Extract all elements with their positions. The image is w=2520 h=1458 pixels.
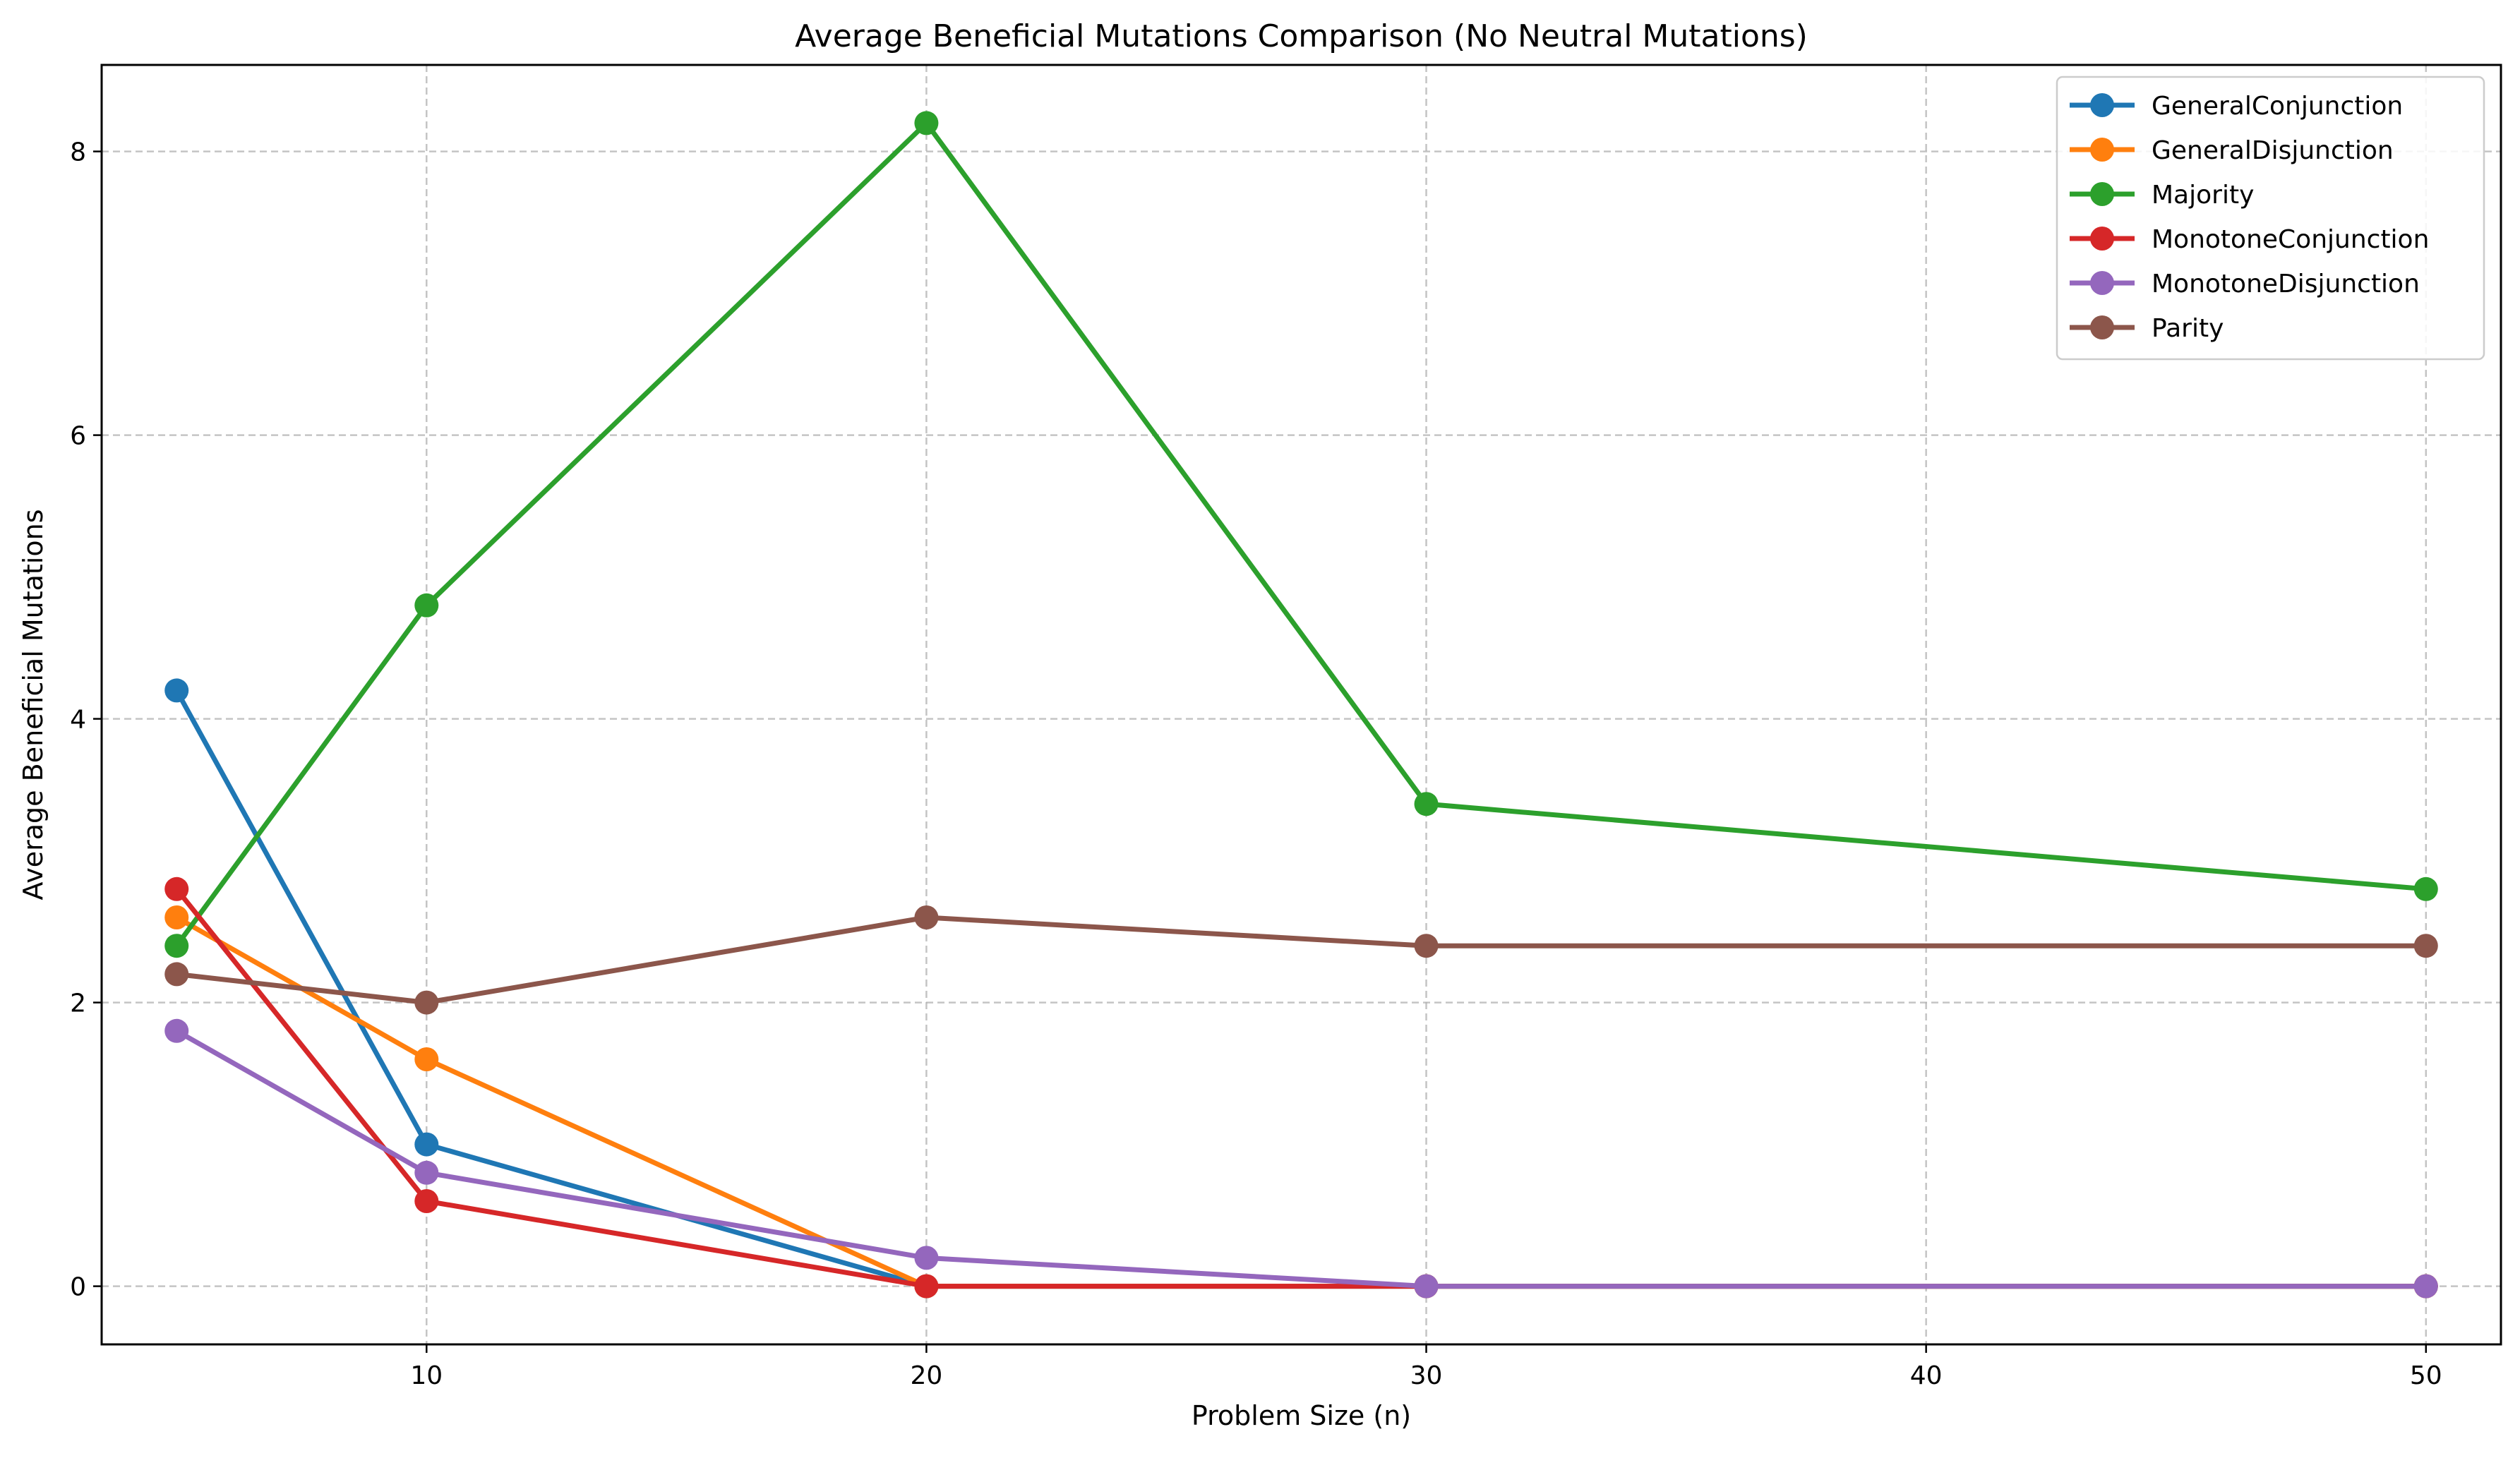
data-point bbox=[414, 1132, 439, 1157]
data-point bbox=[1414, 792, 1439, 817]
data-point bbox=[1414, 934, 1439, 958]
chart-title: Average Beneficial Mutations Comparison … bbox=[795, 18, 1808, 54]
series-Parity bbox=[164, 905, 2438, 1015]
data-point bbox=[914, 1246, 939, 1270]
legend-item: GeneralConjunction bbox=[2070, 92, 2403, 121]
legend-label: MonotoneDisjunction bbox=[2152, 270, 2420, 299]
legend-label: MonotoneConjunction bbox=[2152, 225, 2429, 254]
y-tick-label: 4 bbox=[70, 706, 86, 735]
legend-label: Majority bbox=[2152, 181, 2254, 210]
data-point bbox=[914, 1274, 939, 1299]
data-point bbox=[2413, 1274, 2438, 1299]
data-point bbox=[164, 905, 189, 929]
legend: GeneralConjunction GeneralDisjunction Majo… bbox=[2056, 76, 2485, 361]
series-layer bbox=[164, 111, 2438, 1299]
data-point bbox=[2413, 934, 2438, 958]
legend-swatch-marker bbox=[2090, 271, 2114, 295]
data-point bbox=[414, 1047, 439, 1071]
legend-label: GeneralConjunction bbox=[2152, 92, 2403, 121]
legend-swatch-marker bbox=[2090, 93, 2114, 117]
data-point bbox=[414, 1160, 439, 1185]
data-point bbox=[164, 678, 189, 703]
data-point bbox=[2413, 876, 2438, 901]
legend-label: Parity bbox=[2152, 314, 2224, 343]
data-point bbox=[414, 1188, 439, 1213]
x-axis-label: Problem Size (n) bbox=[1192, 1400, 1411, 1431]
x-tick-label: 40 bbox=[1910, 1361, 1943, 1390]
x-tick-label: 50 bbox=[2410, 1361, 2442, 1390]
legend-item: MonotoneDisjunction bbox=[2070, 270, 2420, 299]
axis-ticks: 10 20 30 40 50 0 2 4 6 8 bbox=[70, 138, 2442, 1390]
legend-swatch-marker bbox=[2090, 182, 2114, 206]
data-point bbox=[414, 990, 439, 1015]
y-tick-label: 6 bbox=[70, 422, 86, 451]
legend-item: MonotoneConjunction bbox=[2070, 225, 2429, 254]
data-point bbox=[1414, 1274, 1439, 1299]
plot-frame bbox=[100, 64, 2502, 1346]
data-point bbox=[164, 962, 189, 987]
legend-item: GeneralDisjunction bbox=[2070, 136, 2394, 165]
y-axis-label: Average Beneficial Mutations bbox=[18, 510, 49, 900]
legend-swatch-marker bbox=[2090, 138, 2114, 162]
x-tick-label: 30 bbox=[1410, 1361, 1443, 1390]
y-tick-label: 8 bbox=[70, 138, 86, 167]
x-tick-label: 10 bbox=[410, 1361, 443, 1390]
y-tick-label: 2 bbox=[70, 989, 86, 1018]
legend-box bbox=[2056, 76, 2485, 361]
y-tick-label: 0 bbox=[70, 1273, 86, 1302]
legend-swatch-marker bbox=[2090, 227, 2114, 251]
data-point bbox=[164, 876, 189, 901]
data-point bbox=[164, 1018, 189, 1043]
legend-swatch-marker bbox=[2090, 315, 2114, 339]
data-point bbox=[164, 934, 189, 958]
data-point bbox=[414, 593, 439, 617]
series-Majority bbox=[164, 111, 2438, 958]
series-MonotoneDisjunction bbox=[164, 1018, 2438, 1299]
legend-item: Majority bbox=[2070, 181, 2254, 210]
legend-item: Parity bbox=[2070, 314, 2224, 343]
legend-label: GeneralDisjunction bbox=[2152, 136, 2394, 165]
data-point bbox=[914, 905, 939, 929]
data-point bbox=[914, 111, 939, 135]
x-tick-label: 20 bbox=[911, 1361, 943, 1390]
